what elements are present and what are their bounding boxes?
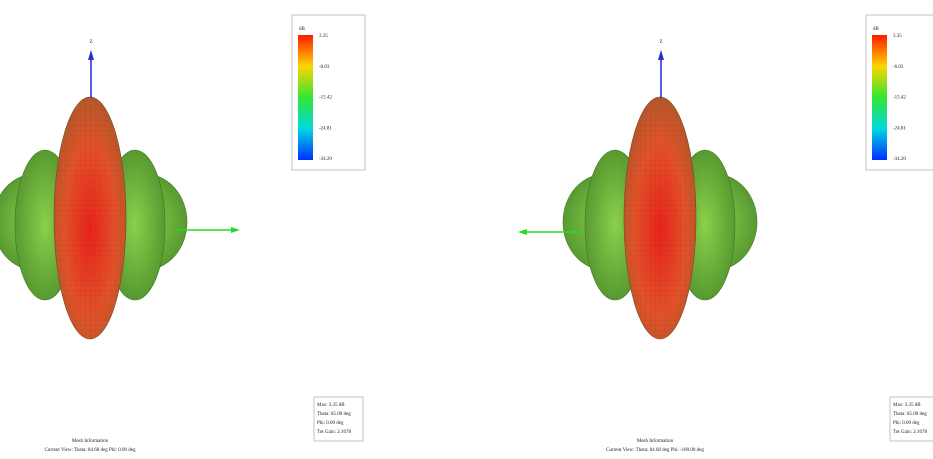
legend-label: 3.35 bbox=[893, 34, 902, 39]
pattern-panel: ZdB 3.35 -6.03 -15.42 -24.81 -34.20 Max: 3.35 … bbox=[0, 14, 366, 453]
legend-label: -6.03 bbox=[319, 65, 330, 70]
info-line: Tot Gain: 2.1678 bbox=[317, 430, 351, 435]
legend-label: -6.03 bbox=[893, 65, 904, 70]
pattern-panel: ZdB 3.35 -6.03 -15.42 -24.81 -34.20 Max: 3.35 … bbox=[518, 14, 933, 453]
color-scale bbox=[298, 35, 313, 160]
info-box bbox=[313, 396, 364, 442]
legend-label: -34.20 bbox=[893, 157, 906, 162]
mesh-title: Mesh Information bbox=[72, 439, 109, 444]
legend-label: -24.81 bbox=[319, 126, 332, 131]
info-line: Phi: 0.00 deg bbox=[317, 421, 344, 426]
x-arrowhead bbox=[518, 229, 527, 235]
view-text: Current View: Theta: 84.68 deg Phi: -180… bbox=[606, 448, 704, 453]
info-line: Theta: 85.00 deg bbox=[317, 412, 351, 417]
view-text: Current View: Theta: 84.68 deg Phi: 0.00… bbox=[44, 448, 136, 453]
legend-label: 3.35 bbox=[319, 34, 328, 39]
color-scale bbox=[872, 35, 887, 160]
legend-label: -15.42 bbox=[319, 96, 332, 101]
legend-label: -34.20 bbox=[319, 157, 332, 162]
axis-label: Z bbox=[89, 40, 92, 45]
legend-title: dB bbox=[299, 27, 306, 32]
mesh-title: Mesh Information bbox=[637, 439, 674, 444]
info-line: Phi: 0.00 deg bbox=[893, 421, 920, 426]
x-arrowhead bbox=[231, 227, 240, 233]
info-line: Theta: 85.00 deg bbox=[893, 412, 927, 417]
info-box bbox=[889, 396, 933, 442]
axis-label: Z bbox=[659, 40, 662, 45]
legend-label: -24.81 bbox=[893, 126, 906, 131]
z-arrowhead bbox=[658, 50, 664, 60]
legend-label: -15.42 bbox=[893, 96, 906, 101]
legend-title: dB bbox=[873, 27, 880, 32]
info-line: Max: 3.35 dB bbox=[317, 403, 345, 408]
mesh-overlay bbox=[54, 97, 126, 339]
info-line: Tot Gain: 2.1678 bbox=[893, 430, 927, 435]
z-arrowhead bbox=[88, 50, 94, 60]
mesh-overlay bbox=[624, 97, 696, 339]
info-line: Max: 3.35 dB bbox=[893, 403, 921, 408]
